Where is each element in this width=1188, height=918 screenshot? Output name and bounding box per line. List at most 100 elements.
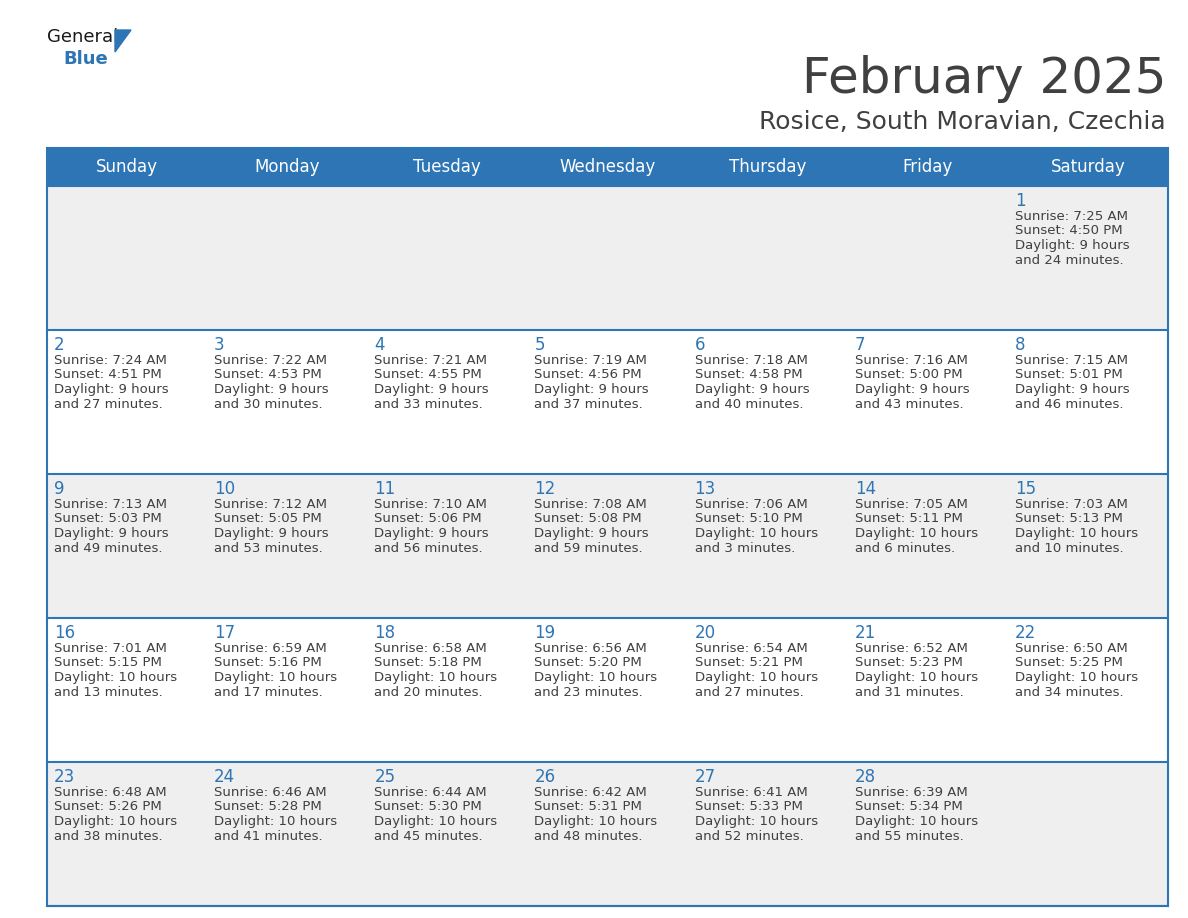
Text: Daylight: 9 hours: Daylight: 9 hours (1015, 383, 1130, 396)
Text: Sunset: 5:28 PM: Sunset: 5:28 PM (214, 800, 322, 813)
Text: Daylight: 10 hours: Daylight: 10 hours (854, 527, 978, 540)
Text: Sunrise: 6:39 AM: Sunrise: 6:39 AM (854, 786, 967, 799)
Text: Sunrise: 6:54 AM: Sunrise: 6:54 AM (695, 642, 808, 655)
Text: and 37 minutes.: and 37 minutes. (535, 397, 643, 410)
Text: and 6 minutes.: and 6 minutes. (854, 542, 955, 554)
Text: Daylight: 9 hours: Daylight: 9 hours (695, 383, 809, 396)
Text: February 2025: February 2025 (802, 55, 1165, 103)
Text: Friday: Friday (903, 158, 953, 176)
Text: Monday: Monday (254, 158, 320, 176)
Text: 26: 26 (535, 768, 556, 786)
Text: Sunset: 5:23 PM: Sunset: 5:23 PM (854, 656, 962, 669)
Text: and 31 minutes.: and 31 minutes. (854, 686, 963, 699)
Text: Daylight: 10 hours: Daylight: 10 hours (53, 815, 177, 828)
Bar (48, 148, 1168, 186)
Text: 14: 14 (854, 480, 876, 498)
Text: Sunset: 4:50 PM: Sunset: 4:50 PM (1015, 225, 1123, 238)
Text: 27: 27 (695, 768, 715, 786)
Text: Blue: Blue (63, 50, 108, 68)
Text: Sunset: 5:11 PM: Sunset: 5:11 PM (854, 512, 962, 525)
Text: and 48 minutes.: and 48 minutes. (535, 830, 643, 843)
Text: Rosice, South Moravian, Czechia: Rosice, South Moravian, Czechia (759, 110, 1165, 134)
Text: Daylight: 9 hours: Daylight: 9 hours (854, 383, 969, 396)
Text: Sunrise: 6:48 AM: Sunrise: 6:48 AM (53, 786, 166, 799)
Text: 24: 24 (214, 768, 235, 786)
Text: Thursday: Thursday (729, 158, 807, 176)
Text: 9: 9 (53, 480, 64, 498)
Text: Sunrise: 6:58 AM: Sunrise: 6:58 AM (374, 642, 487, 655)
Text: Sunrise: 7:19 AM: Sunrise: 7:19 AM (535, 354, 647, 367)
Text: Sunrise: 7:08 AM: Sunrise: 7:08 AM (535, 498, 647, 511)
Text: Sunset: 5:00 PM: Sunset: 5:00 PM (854, 368, 962, 382)
Text: Sunrise: 7:21 AM: Sunrise: 7:21 AM (374, 354, 487, 367)
Text: Sunrise: 6:50 AM: Sunrise: 6:50 AM (1015, 642, 1127, 655)
Bar (48, 474, 1168, 618)
Text: Sunrise: 7:15 AM: Sunrise: 7:15 AM (1015, 354, 1127, 367)
Text: 1: 1 (1015, 192, 1025, 210)
Text: Sunset: 5:31 PM: Sunset: 5:31 PM (535, 800, 643, 813)
Text: Sunset: 5:01 PM: Sunset: 5:01 PM (1015, 368, 1123, 382)
Text: Sunset: 5:08 PM: Sunset: 5:08 PM (535, 512, 642, 525)
Text: Sunrise: 6:44 AM: Sunrise: 6:44 AM (374, 786, 487, 799)
Bar (48, 186, 1168, 330)
Text: and 23 minutes.: and 23 minutes. (535, 686, 643, 699)
Text: and 59 minutes.: and 59 minutes. (535, 542, 643, 554)
Text: Sunset: 5:30 PM: Sunset: 5:30 PM (374, 800, 482, 813)
Text: Daylight: 10 hours: Daylight: 10 hours (214, 815, 337, 828)
Text: 3: 3 (214, 336, 225, 354)
Text: and 41 minutes.: and 41 minutes. (214, 830, 323, 843)
Text: Daylight: 10 hours: Daylight: 10 hours (214, 671, 337, 684)
Text: 19: 19 (535, 624, 556, 642)
Text: Sunset: 5:18 PM: Sunset: 5:18 PM (374, 656, 482, 669)
Text: 28: 28 (854, 768, 876, 786)
Text: Sunrise: 7:16 AM: Sunrise: 7:16 AM (854, 354, 967, 367)
Text: Sunrise: 7:13 AM: Sunrise: 7:13 AM (53, 498, 168, 511)
Text: Sunset: 5:16 PM: Sunset: 5:16 PM (214, 656, 322, 669)
Text: Sunday: Sunday (96, 158, 158, 176)
Text: and 24 minutes.: and 24 minutes. (1015, 253, 1124, 266)
Text: and 53 minutes.: and 53 minutes. (214, 542, 323, 554)
Text: 18: 18 (374, 624, 396, 642)
Text: 17: 17 (214, 624, 235, 642)
Text: Sunrise: 7:22 AM: Sunrise: 7:22 AM (214, 354, 327, 367)
Text: Sunrise: 6:59 AM: Sunrise: 6:59 AM (214, 642, 327, 655)
Text: and 17 minutes.: and 17 minutes. (214, 686, 323, 699)
Text: 2: 2 (53, 336, 64, 354)
Text: and 13 minutes.: and 13 minutes. (53, 686, 163, 699)
Text: Daylight: 9 hours: Daylight: 9 hours (214, 383, 329, 396)
Text: 11: 11 (374, 480, 396, 498)
Text: Sunrise: 6:42 AM: Sunrise: 6:42 AM (535, 786, 647, 799)
Text: Sunset: 5:15 PM: Sunset: 5:15 PM (53, 656, 162, 669)
Text: Sunset: 5:21 PM: Sunset: 5:21 PM (695, 656, 802, 669)
Text: and 40 minutes.: and 40 minutes. (695, 397, 803, 410)
Text: 15: 15 (1015, 480, 1036, 498)
Text: Daylight: 9 hours: Daylight: 9 hours (214, 527, 329, 540)
Text: Sunrise: 6:46 AM: Sunrise: 6:46 AM (214, 786, 327, 799)
Text: 21: 21 (854, 624, 876, 642)
Text: 20: 20 (695, 624, 715, 642)
Text: 23: 23 (53, 768, 75, 786)
Text: Sunset: 5:06 PM: Sunset: 5:06 PM (374, 512, 482, 525)
Text: Sunset: 4:53 PM: Sunset: 4:53 PM (214, 368, 322, 382)
Text: Daylight: 9 hours: Daylight: 9 hours (53, 383, 169, 396)
Text: 13: 13 (695, 480, 716, 498)
Text: Sunrise: 6:41 AM: Sunrise: 6:41 AM (695, 786, 808, 799)
Text: Sunset: 5:10 PM: Sunset: 5:10 PM (695, 512, 802, 525)
Text: Sunrise: 7:10 AM: Sunrise: 7:10 AM (374, 498, 487, 511)
Text: Daylight: 10 hours: Daylight: 10 hours (854, 815, 978, 828)
Text: Sunset: 5:03 PM: Sunset: 5:03 PM (53, 512, 162, 525)
Text: Tuesday: Tuesday (413, 158, 481, 176)
Text: 4: 4 (374, 336, 385, 354)
Text: and 46 minutes.: and 46 minutes. (1015, 397, 1124, 410)
Text: Sunrise: 7:24 AM: Sunrise: 7:24 AM (53, 354, 166, 367)
Text: Sunset: 5:25 PM: Sunset: 5:25 PM (1015, 656, 1123, 669)
Text: Sunset: 4:51 PM: Sunset: 4:51 PM (53, 368, 162, 382)
Text: Sunset: 5:26 PM: Sunset: 5:26 PM (53, 800, 162, 813)
Text: Daylight: 9 hours: Daylight: 9 hours (374, 383, 489, 396)
Bar (48, 330, 1168, 474)
Text: Daylight: 10 hours: Daylight: 10 hours (695, 671, 817, 684)
Text: Daylight: 9 hours: Daylight: 9 hours (535, 383, 649, 396)
Text: and 49 minutes.: and 49 minutes. (53, 542, 163, 554)
Text: 25: 25 (374, 768, 396, 786)
Bar (48, 762, 1168, 906)
